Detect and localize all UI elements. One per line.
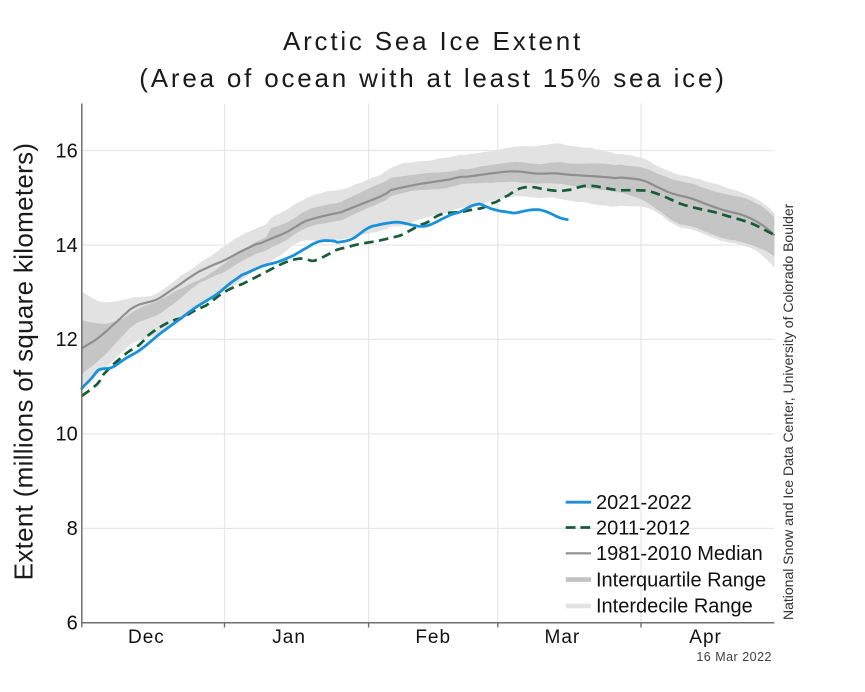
svg-text:6: 6 xyxy=(67,613,78,635)
svg-text:16 Mar 2022: 16 Mar 2022 xyxy=(696,650,772,664)
svg-text:2011-2012: 2011-2012 xyxy=(596,517,690,539)
svg-text:14: 14 xyxy=(56,235,78,257)
svg-text:1981-2010 Median: 1981-2010 Median xyxy=(596,543,763,565)
svg-text:Extent (millions of square kil: Extent (millions of square kilometers) xyxy=(9,143,39,581)
svg-text:8: 8 xyxy=(67,518,78,540)
svg-text:Interdecile Range: Interdecile Range xyxy=(596,596,753,618)
svg-text:National Snow and Ice Data Cen: National Snow and Ice Data Center, Unive… xyxy=(780,203,796,620)
svg-text:Mar: Mar xyxy=(545,627,581,648)
svg-text:16: 16 xyxy=(56,140,78,162)
svg-text:12: 12 xyxy=(56,329,78,351)
svg-text:2021-2022: 2021-2022 xyxy=(596,492,692,514)
svg-text:Arctic Sea Ice Extent: Arctic Sea Ice Extent xyxy=(283,26,583,56)
svg-text:Dec: Dec xyxy=(128,627,165,648)
svg-text:Jan: Jan xyxy=(272,627,306,648)
svg-text:10: 10 xyxy=(56,424,78,446)
svg-text:Interquartile Range: Interquartile Range xyxy=(596,569,766,591)
svg-text:Feb: Feb xyxy=(415,627,451,648)
svg-text:(Area of ocean with at least 1: (Area of ocean with at least 15% sea ice… xyxy=(139,63,726,93)
svg-text:Apr: Apr xyxy=(689,627,722,648)
